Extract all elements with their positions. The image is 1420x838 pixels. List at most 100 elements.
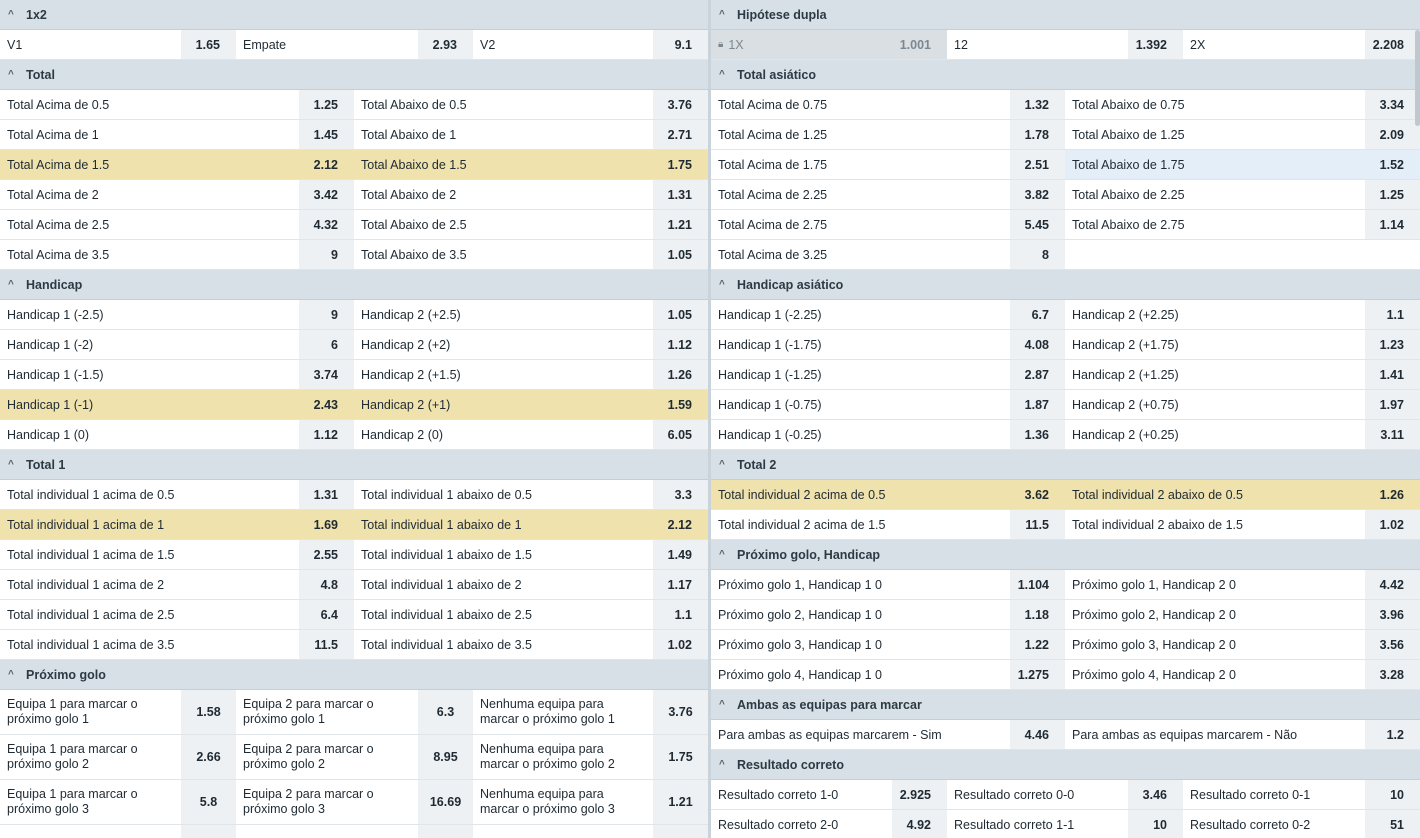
odds-button[interactable]: Resultado correto 2-0 4.92 <box>711 810 947 838</box>
odds-button[interactable]: 12 1.392 <box>947 30 1183 59</box>
odds-button[interactable]: Equipa 2 para marcar o <box>236 825 473 838</box>
odds-button[interactable]: Total Abaixo de 2.25 1.25 <box>1065 180 1420 209</box>
odds-button[interactable]: Handicap 2 (+2.25) 1.1 <box>1065 300 1420 329</box>
odds-button[interactable]: Total Abaixo de 2.5 1.21 <box>354 210 708 239</box>
odds-button[interactable]: Próximo golo 4, Handicap 1 0 1.275 <box>711 660 1065 689</box>
odds-button[interactable]: Total Abaixo de 1.5 1.75 <box>354 150 708 179</box>
odds-button[interactable]: Próximo golo 2, Handicap 1 0 1.18 <box>711 600 1065 629</box>
odds-button[interactable]: Total Acima de 1.25 1.78 <box>711 120 1065 149</box>
odds-button[interactable]: Próximo golo 1, Handicap 2 0 4.42 <box>1065 570 1420 599</box>
odds-button[interactable]: Total Abaixo de 0.75 3.34 <box>1065 90 1420 119</box>
odds-button[interactable]: Total individual 1 abaixo de 2.5 1.1 <box>354 600 708 629</box>
odds-button[interactable]: Total individual 1 acima de 1 1.69 <box>0 510 354 539</box>
odds-button[interactable]: Equipa 1 para marcar o <box>0 825 236 838</box>
odds-button[interactable]: Handicap 1 (0) 1.12 <box>0 420 354 449</box>
market-header[interactable]: ^ Total asiático <box>711 60 1420 90</box>
odds-button[interactable]: Handicap 2 (+1.75) 1.23 <box>1065 330 1420 359</box>
scrollbar-thumb[interactable] <box>1415 30 1420 126</box>
odds-button[interactable]: Total individual 1 abaixo de 2 1.17 <box>354 570 708 599</box>
odds-button[interactable]: Nenhuma equipa para <box>473 825 708 838</box>
odds-button[interactable]: Total individual 1 acima de 0.5 1.31 <box>0 480 354 509</box>
market-header[interactable]: ^ Total <box>0 60 708 90</box>
odds-button[interactable]: Total individual 1 acima de 1.5 2.55 <box>0 540 354 569</box>
odds-button[interactable]: Handicap 2 (+0.75) 1.97 <box>1065 390 1420 419</box>
odds-button[interactable]: Total Acima de 1.75 2.51 <box>711 150 1065 179</box>
market-header[interactable]: ^ 1x2 <box>0 0 708 30</box>
market-header[interactable]: ^ Próximo golo, Handicap <box>711 540 1420 570</box>
odds-button[interactable]: Resultado correto 0-0 3.46 <box>947 780 1183 809</box>
odds-button[interactable]: Total Acima de 3.25 8 <box>711 240 1065 269</box>
odds-button[interactable]: Handicap 1 (-2.5) 9 <box>0 300 354 329</box>
odds-button[interactable]: Handicap 2 (+2.5) 1.05 <box>354 300 708 329</box>
odds-button[interactable]: Handicap 1 (-1) 2.43 <box>0 390 354 419</box>
odds-button[interactable]: Total individual 2 acima de 0.5 3.62 <box>711 480 1065 509</box>
market-header[interactable]: ^ Próximo golo <box>0 660 708 690</box>
odds-button[interactable]: Resultado correto 0-2 51 <box>1183 810 1420 838</box>
market-header[interactable]: ^ Resultado correto <box>711 750 1420 780</box>
market-header[interactable]: ^ Hipótese dupla <box>711 0 1420 30</box>
odds-button[interactable]: Total Acima de 1.5 2.12 <box>0 150 354 179</box>
odds-button[interactable]: Total Abaixo de 2.75 1.14 <box>1065 210 1420 239</box>
odds-button[interactable]: Para ambas as equipas marcarem - Não 1.2 <box>1065 720 1420 749</box>
odds-button[interactable]: Handicap 1 (-1.75) 4.08 <box>711 330 1065 359</box>
odds-button[interactable]: Total individual 2 abaixo de 0.5 1.26 <box>1065 480 1420 509</box>
odds-button[interactable]: Empate 2.93 <box>236 30 473 59</box>
odds-button[interactable]: Total Acima de 1 1.45 <box>0 120 354 149</box>
market-header[interactable]: ^ Total 1 <box>0 450 708 480</box>
odds-button[interactable]: Handicap 1 (-1.5) 3.74 <box>0 360 354 389</box>
odds-button[interactable]: Total Acima de 2.75 5.45 <box>711 210 1065 239</box>
odds-button[interactable]: Nenhuma equipa para marcar o próximo gol… <box>473 690 708 734</box>
odds-button[interactable]: Handicap 1 (-0.25) 1.36 <box>711 420 1065 449</box>
market-header[interactable]: ^ Ambas as equipas para marcar <box>711 690 1420 720</box>
odds-button[interactable]: Handicap 2 (+1) 1.59 <box>354 390 708 419</box>
odds-button[interactable]: Handicap 1 (-2.25) 6.7 <box>711 300 1065 329</box>
market-header[interactable]: ^ Handicap <box>0 270 708 300</box>
odds-button[interactable]: Resultado correto 1-1 10 <box>947 810 1183 838</box>
odds-button[interactable]: V2 9.1 <box>473 30 708 59</box>
odds-button[interactable]: Total Abaixo de 3.5 1.05 <box>354 240 708 269</box>
odds-button[interactable]: Total Acima de 2 3.42 <box>0 180 354 209</box>
odds-button[interactable]: Handicap 2 (+1.25) 1.41 <box>1065 360 1420 389</box>
odds-button[interactable]: Total individual 2 abaixo de 1.5 1.02 <box>1065 510 1420 539</box>
odds-button[interactable]: Nenhuma equipa para marcar o próximo gol… <box>473 735 708 779</box>
odds-button[interactable]: Total Acima de 2.25 3.82 <box>711 180 1065 209</box>
odds-button[interactable]: Handicap 1 (-1.25) 2.87 <box>711 360 1065 389</box>
market-header[interactable]: ^ Handicap asiático <box>711 270 1420 300</box>
odds-button[interactable]: Total Acima de 2.5 4.32 <box>0 210 354 239</box>
odds-button[interactable]: Handicap 1 (-2) 6 <box>0 330 354 359</box>
odds-button[interactable]: Resultado correto 1-0 2.925 <box>711 780 947 809</box>
odds-button[interactable]: Handicap 1 (-0.75) 1.87 <box>711 390 1065 419</box>
odds-button[interactable]: Total individual 1 abaixo de 1 2.12 <box>354 510 708 539</box>
odds-button[interactable]: Handicap 2 (+1.5) 1.26 <box>354 360 708 389</box>
odds-button[interactable]: Total individual 2 acima de 1.5 11.5 <box>711 510 1065 539</box>
odds-button[interactable]: Total Abaixo de 1 2.71 <box>354 120 708 149</box>
odds-button[interactable]: Total Abaixo de 0.5 3.76 <box>354 90 708 119</box>
odds-button[interactable]: Equipa 1 para marcar o próximo golo 1 1.5… <box>0 690 236 734</box>
odds-button[interactable]: Próximo golo 3, Handicap 1 0 1.22 <box>711 630 1065 659</box>
odds-button[interactable]: Handicap 2 (0) 6.05 <box>354 420 708 449</box>
odds-button[interactable]: Próximo golo 4, Handicap 2 0 3.28 <box>1065 660 1420 689</box>
odds-button[interactable]: Total individual 1 abaixo de 3.5 1.02 <box>354 630 708 659</box>
odds-button[interactable]: Equipa 1 para marcar o próximo golo 2 2.6… <box>0 735 236 779</box>
odds-button[interactable]: Total individual 1 acima de 2.5 6.4 <box>0 600 354 629</box>
odds-button[interactable]: Equipa 1 para marcar o próximo golo 3 5.8 <box>0 780 236 824</box>
odds-button[interactable]: Total individual 1 abaixo de 0.5 3.3 <box>354 480 708 509</box>
odds-button[interactable]: Total Acima de 3.5 9 <box>0 240 354 269</box>
odds-button[interactable]: Para ambas as equipas marcarem - Sim 4.46 <box>711 720 1065 749</box>
odds-button[interactable]: Total Abaixo de 2 1.31 <box>354 180 708 209</box>
odds-button[interactable]: Handicap 2 (+2) 1.12 <box>354 330 708 359</box>
odds-button[interactable]: Equipa 2 para marcar o próximo golo 3 16.… <box>236 780 473 824</box>
odds-button[interactable]: Total individual 1 acima de 2 4.8 <box>0 570 354 599</box>
odds-button[interactable]: 2X 2.208 <box>1183 30 1420 59</box>
odds-button[interactable]: Total Acima de 0.5 1.25 <box>0 90 354 119</box>
odds-button[interactable]: V1 1.65 <box>0 30 236 59</box>
odds-button[interactable]: Próximo golo 2, Handicap 2 0 3.96 <box>1065 600 1420 629</box>
odds-button[interactable]: Handicap 2 (+0.25) 3.11 <box>1065 420 1420 449</box>
market-header[interactable]: ^ Total 2 <box>711 450 1420 480</box>
odds-button[interactable]: Total individual 1 abaixo de 1.5 1.49 <box>354 540 708 569</box>
odds-button[interactable]: Resultado correto 0-1 10 <box>1183 780 1420 809</box>
odds-button[interactable]: Equipa 2 para marcar o próximo golo 2 8.9… <box>236 735 473 779</box>
odds-button[interactable]: Nenhuma equipa para marcar o próximo gol… <box>473 780 708 824</box>
odds-button[interactable]: Total Abaixo de 1.75 1.52 <box>1065 150 1420 179</box>
odds-button[interactable]: Total individual 1 acima de 3.5 11.5 <box>0 630 354 659</box>
